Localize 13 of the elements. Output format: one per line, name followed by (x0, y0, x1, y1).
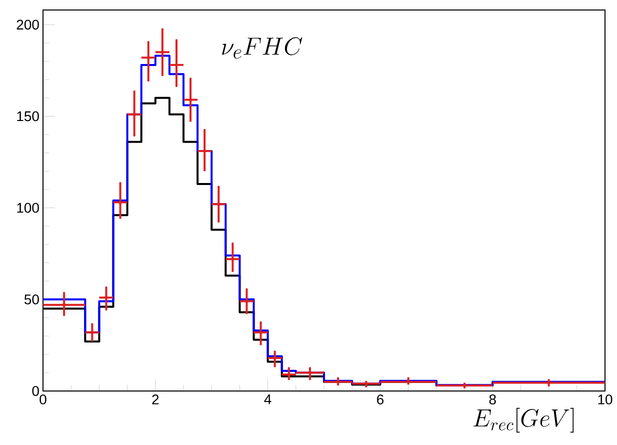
x-axis-title: $E_{rec}[GeV]$ (473, 408, 574, 433)
x-tick-label: 6 (377, 394, 384, 404)
x-tick-label: 10 (598, 394, 612, 404)
annotation: $\nu_e FHC$ (222, 37, 302, 59)
x-tick-label: 0 (40, 394, 46, 404)
y-tick-label: 200 (16, 20, 39, 30)
y-tick-label: 150 (17, 111, 39, 122)
y-tick-label: 0 (32, 386, 39, 396)
y-tick-label: 100 (17, 202, 39, 213)
x-tick-label: 8 (489, 394, 496, 404)
x-tick-label: 4 (264, 394, 272, 404)
x-tick-label: 2 (152, 394, 159, 404)
y-tick-label: 50 (24, 294, 39, 304)
